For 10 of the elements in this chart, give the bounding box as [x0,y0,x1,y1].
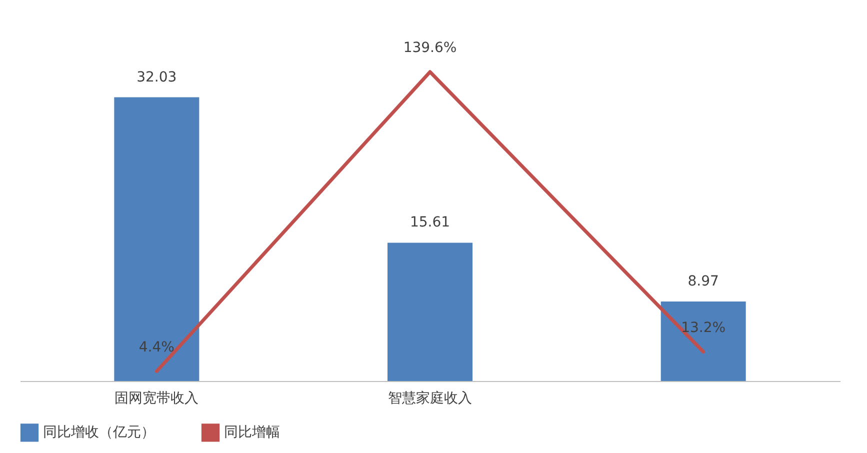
x-tick-label: 固网宽带收入 [114,390,199,406]
data-label: 13.2% [681,320,726,336]
data-label: 15.61 [410,214,450,231]
data-label: 139.6% [403,40,457,56]
data-label: 8.97 [688,274,719,290]
data-label: 32.03 [136,69,177,86]
x-tick-label: 智慧家庭收入 [388,390,472,406]
legend-label: 同比增收（亿元） [43,424,155,441]
legend-label: 同比增幅 [224,424,280,441]
data-label: 4.4% [138,339,174,356]
